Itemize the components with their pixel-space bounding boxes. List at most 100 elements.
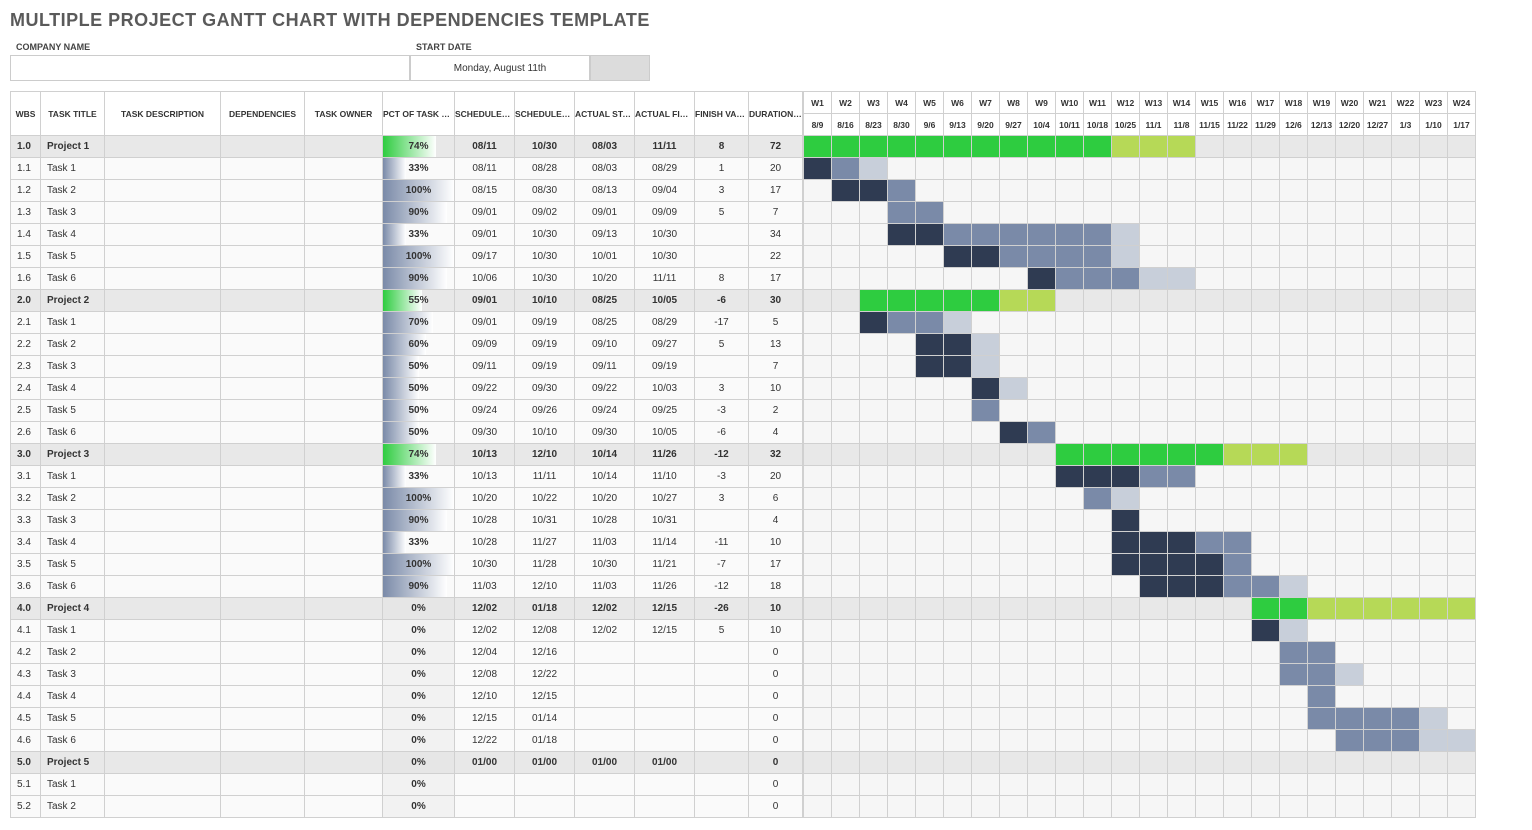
cell-pct[interactable]: 0% [383,796,455,818]
cell-afinish[interactable]: 11/11 [635,136,695,158]
cell-fvar[interactable]: -6 [695,422,749,444]
project-row[interactable]: 4.0Project 40%12/0201/1812/0212/15-2610 [11,598,803,620]
cell-afinish[interactable]: 11/14 [635,532,695,554]
cell-dur[interactable]: 22 [749,246,803,268]
cell-astart[interactable]: 09/22 [575,378,635,400]
cell-sstart[interactable]: 10/30 [455,554,515,576]
cell-deps[interactable] [221,312,305,334]
task-row[interactable]: 2.1Task 170%09/0109/1908/2508/29-175 [11,312,803,334]
cell-sfinish[interactable]: 10/30 [515,136,575,158]
cell-deps[interactable] [221,334,305,356]
cell-deps[interactable] [221,400,305,422]
cell-dur[interactable]: 4 [749,422,803,444]
cell-deps[interactable] [221,444,305,466]
cell-fvar[interactable]: -3 [695,466,749,488]
cell-dur[interactable]: 2 [749,400,803,422]
cell-wbs[interactable]: 3.0 [11,444,41,466]
cell-deps[interactable] [221,598,305,620]
cell-desc[interactable] [105,488,221,510]
cell-sfinish[interactable]: 10/10 [515,422,575,444]
cell-astart[interactable]: 09/30 [575,422,635,444]
cell-afinish[interactable]: 10/30 [635,224,695,246]
cell-astart[interactable]: 09/24 [575,400,635,422]
cell-wbs[interactable]: 1.3 [11,202,41,224]
cell-deps[interactable] [221,158,305,180]
cell-desc[interactable] [105,356,221,378]
cell-dur[interactable]: 0 [749,642,803,664]
cell-deps[interactable] [221,378,305,400]
cell-deps[interactable] [221,290,305,312]
cell-sstart[interactable]: 09/17 [455,246,515,268]
cell-sfinish[interactable] [515,774,575,796]
cell-deps[interactable] [221,136,305,158]
cell-afinish[interactable] [635,774,695,796]
task-row[interactable]: 1.6Task 690%10/0610/3010/2011/11817 [11,268,803,290]
cell-fvar[interactable]: 3 [695,378,749,400]
cell-dur[interactable]: 0 [749,686,803,708]
cell-desc[interactable] [105,642,221,664]
cell-title[interactable]: Task 1 [41,312,105,334]
cell-deps[interactable] [221,576,305,598]
cell-afinish[interactable]: 11/26 [635,444,695,466]
cell-title[interactable]: Project 3 [41,444,105,466]
cell-deps[interactable] [221,532,305,554]
cell-fvar[interactable] [695,708,749,730]
cell-title[interactable]: Project 1 [41,136,105,158]
cell-afinish[interactable]: 12/15 [635,620,695,642]
cell-sfinish[interactable]: 11/11 [515,466,575,488]
cell-afinish[interactable]: 10/03 [635,378,695,400]
cell-owner[interactable] [305,598,383,620]
cell-fvar[interactable] [695,246,749,268]
task-row[interactable]: 5.1Task 10%0 [11,774,803,796]
cell-fvar[interactable]: -7 [695,554,749,576]
cell-fvar[interactable]: -12 [695,444,749,466]
cell-astart[interactable]: 10/14 [575,444,635,466]
task-row[interactable]: 3.6Task 690%11/0312/1011/0311/26-1218 [11,576,803,598]
cell-dur[interactable]: 4 [749,510,803,532]
cell-astart[interactable] [575,686,635,708]
cell-sstart[interactable]: 09/30 [455,422,515,444]
cell-pct[interactable]: 50% [383,422,455,444]
cell-sfinish[interactable]: 11/28 [515,554,575,576]
cell-dur[interactable]: 0 [749,752,803,774]
cell-desc[interactable] [105,752,221,774]
cell-sstart[interactable]: 09/11 [455,356,515,378]
cell-deps[interactable] [221,620,305,642]
cell-owner[interactable] [305,730,383,752]
project-row[interactable]: 3.0Project 374%10/1312/1010/1411/26-1232 [11,444,803,466]
cell-fvar[interactable]: -17 [695,312,749,334]
cell-sstart[interactable]: 12/15 [455,708,515,730]
cell-sfinish[interactable]: 12/15 [515,686,575,708]
cell-wbs[interactable]: 1.2 [11,180,41,202]
cell-fvar[interactable]: -11 [695,532,749,554]
cell-sfinish[interactable]: 09/19 [515,356,575,378]
cell-title[interactable]: Task 5 [41,246,105,268]
cell-sstart[interactable]: 01/00 [455,752,515,774]
cell-sstart[interactable]: 08/15 [455,180,515,202]
cell-astart[interactable]: 08/03 [575,136,635,158]
cell-dur[interactable]: 6 [749,488,803,510]
cell-afinish[interactable]: 10/05 [635,422,695,444]
cell-owner[interactable] [305,400,383,422]
project-row[interactable]: 2.0Project 255%09/0110/1008/2510/05-630 [11,290,803,312]
cell-dur[interactable]: 10 [749,532,803,554]
cell-sstart[interactable]: 09/01 [455,312,515,334]
cell-title[interactable]: Task 3 [41,356,105,378]
cell-desc[interactable] [105,422,221,444]
cell-pct[interactable]: 50% [383,356,455,378]
cell-dur[interactable]: 0 [749,708,803,730]
cell-astart[interactable]: 01/00 [575,752,635,774]
cell-sfinish[interactable]: 12/16 [515,642,575,664]
cell-deps[interactable] [221,730,305,752]
cell-wbs[interactable]: 5.1 [11,774,41,796]
cell-dur[interactable]: 20 [749,466,803,488]
cell-sstart[interactable]: 09/09 [455,334,515,356]
cell-pct[interactable]: 100% [383,488,455,510]
cell-sfinish[interactable]: 10/30 [515,268,575,290]
cell-fvar[interactable]: 5 [695,334,749,356]
cell-desc[interactable] [105,334,221,356]
cell-fvar[interactable] [695,730,749,752]
cell-astart[interactable]: 10/20 [575,268,635,290]
cell-sfinish[interactable]: 09/26 [515,400,575,422]
cell-fvar[interactable]: -26 [695,598,749,620]
